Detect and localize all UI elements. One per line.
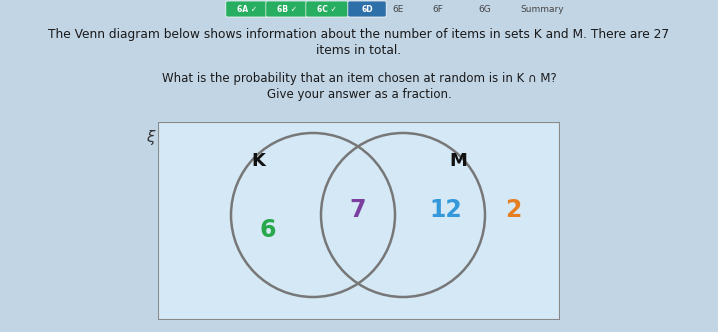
Text: 6B ✓: 6B ✓ — [277, 5, 297, 14]
Text: M: M — [449, 152, 467, 170]
Text: 6C ✓: 6C ✓ — [317, 5, 337, 14]
Text: 6E: 6E — [392, 5, 404, 14]
Text: 6G: 6G — [478, 5, 490, 14]
Text: K: K — [251, 152, 265, 170]
Text: 2: 2 — [505, 198, 521, 222]
Text: 12: 12 — [429, 198, 462, 222]
Text: 6D: 6D — [361, 5, 373, 14]
Text: Give your answer as a fraction.: Give your answer as a fraction. — [266, 88, 452, 101]
Text: ξ: ξ — [146, 130, 154, 145]
Text: 6A ✓: 6A ✓ — [237, 5, 257, 14]
Text: What is the probability that an item chosen at random is in K ∩ M?: What is the probability that an item cho… — [162, 72, 556, 85]
Text: items in total.: items in total. — [317, 44, 401, 57]
Text: Summary: Summary — [520, 5, 564, 14]
Text: 6F: 6F — [432, 5, 443, 14]
Text: The Venn diagram below shows information about the number of items in sets K and: The Venn diagram below shows information… — [48, 28, 670, 41]
Text: 7: 7 — [350, 198, 366, 222]
Text: 6: 6 — [260, 218, 276, 242]
